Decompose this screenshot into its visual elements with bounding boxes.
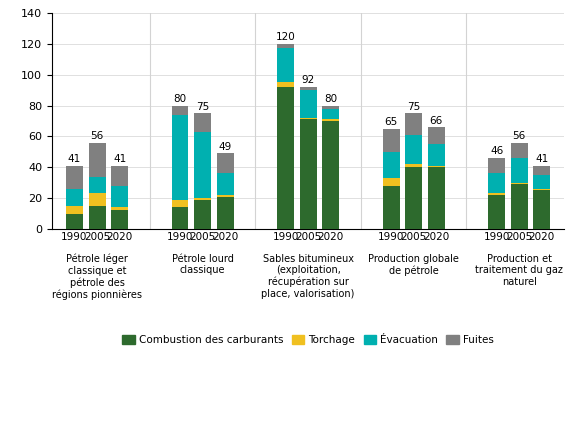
Text: 49: 49	[219, 142, 232, 152]
Bar	[406, 135, 422, 164]
Bar	[382, 152, 400, 178]
Bar	[382, 186, 400, 229]
Bar	[194, 132, 211, 198]
Bar	[428, 166, 445, 167]
Bar	[111, 186, 128, 207]
Bar	[277, 48, 294, 83]
Bar	[172, 207, 188, 229]
Bar	[172, 115, 188, 200]
Bar	[323, 121, 339, 229]
Bar	[277, 87, 294, 229]
Bar	[323, 119, 339, 121]
Text: Pétrole léger
classique et
pétrole des
régions pionnières: Pétrole léger classique et pétrole des r…	[52, 254, 142, 300]
Text: 41: 41	[535, 154, 548, 164]
Text: Sables bitumineux
(exploitation,
récupération sur
place, valorisation): Sables bitumineux (exploitation, récupér…	[262, 254, 355, 299]
Bar	[533, 175, 550, 189]
Bar	[488, 173, 505, 194]
Bar	[89, 194, 105, 206]
Text: 41: 41	[68, 154, 81, 164]
Bar	[428, 144, 445, 166]
Text: 75: 75	[196, 102, 209, 112]
Bar	[172, 200, 188, 207]
Bar	[406, 164, 422, 167]
Text: 65: 65	[384, 117, 397, 127]
Bar	[217, 173, 234, 195]
Text: 41: 41	[113, 154, 126, 164]
Bar	[382, 178, 400, 186]
Bar	[217, 197, 234, 229]
Text: 46: 46	[490, 146, 503, 156]
Bar	[488, 194, 505, 195]
Bar	[66, 166, 83, 189]
Bar	[277, 44, 294, 48]
Text: 92: 92	[301, 76, 315, 86]
Bar	[382, 129, 400, 152]
Bar	[89, 143, 105, 177]
Text: 80: 80	[324, 94, 338, 104]
Bar	[511, 184, 528, 229]
Bar	[406, 167, 422, 229]
Bar	[323, 105, 339, 108]
Legend: Combustion des carburants, Torchage, Évacuation, Fuites: Combustion des carburants, Torchage, Éva…	[118, 331, 498, 349]
Text: Production globale
de pétrole: Production globale de pétrole	[368, 254, 459, 276]
Text: Production et
traitement du gaz
naturel: Production et traitement du gaz naturel	[475, 254, 563, 287]
Bar	[323, 108, 339, 119]
Bar	[533, 191, 550, 229]
Bar	[406, 113, 422, 135]
Text: 120: 120	[276, 32, 295, 42]
Bar	[277, 83, 294, 87]
Text: 56: 56	[513, 131, 526, 141]
Bar	[511, 158, 528, 183]
Bar	[66, 189, 83, 206]
Bar	[488, 158, 505, 173]
Bar	[194, 200, 211, 229]
Bar	[428, 127, 445, 144]
Text: 75: 75	[407, 102, 420, 112]
Bar	[89, 177, 105, 194]
Bar	[300, 119, 317, 229]
Bar	[511, 143, 528, 158]
Bar	[488, 195, 505, 229]
Bar	[111, 207, 128, 210]
Bar	[172, 105, 188, 115]
Bar	[300, 87, 317, 90]
Text: 66: 66	[430, 116, 443, 126]
Bar	[66, 206, 83, 213]
Bar	[217, 195, 234, 197]
Bar	[111, 166, 128, 186]
Bar	[300, 118, 317, 119]
Bar	[194, 198, 211, 200]
Text: Pétrole lourd
classique: Pétrole lourd classique	[172, 254, 233, 275]
Bar	[194, 113, 211, 132]
Bar	[428, 167, 445, 229]
Bar	[217, 153, 234, 173]
Bar	[300, 90, 317, 118]
Bar	[66, 213, 83, 229]
Bar	[533, 166, 550, 175]
Text: 80: 80	[173, 94, 187, 104]
Bar	[533, 189, 550, 191]
Bar	[89, 206, 105, 229]
Text: 56: 56	[90, 131, 104, 141]
Bar	[511, 183, 528, 184]
Bar	[111, 210, 128, 229]
